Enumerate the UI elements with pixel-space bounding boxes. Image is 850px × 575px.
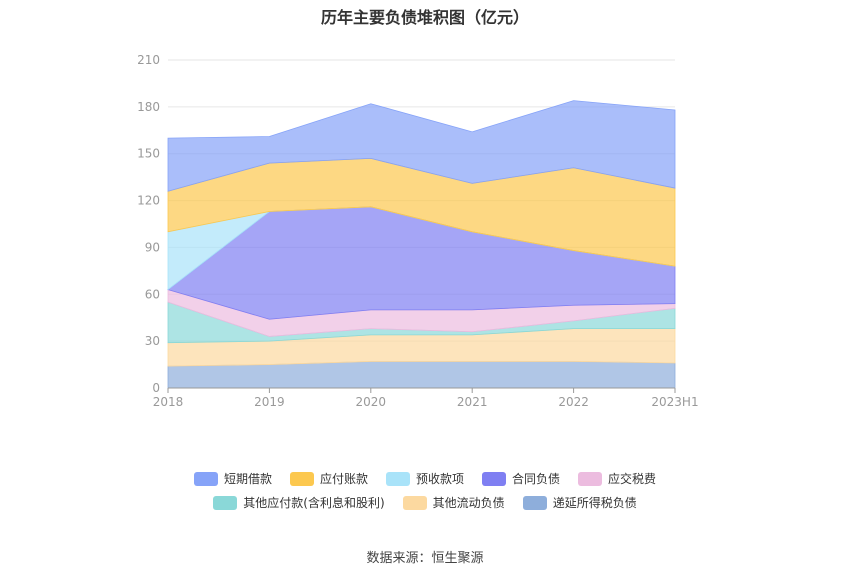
legend-row: 其他应付款(含利息和股利) 其他流动负债 递延所得税负债 xyxy=(0,494,850,511)
legend-swatch xyxy=(578,471,603,486)
y-tick-label: 0 xyxy=(152,381,160,395)
legend-label: 短期借款 xyxy=(223,472,272,486)
legend-item[interactable]: 其他流动负债 xyxy=(402,494,505,511)
y-tick-label: 120 xyxy=(137,194,160,208)
legend-swatch xyxy=(402,495,427,510)
legend-item[interactable]: 应交税费 xyxy=(578,470,656,487)
x-tick-label: 2021 xyxy=(457,395,488,409)
legend-item[interactable]: 递延所得税负债 xyxy=(522,494,637,511)
legend-label: 应付账款 xyxy=(319,472,368,486)
legend-item[interactable]: 应付账款 xyxy=(289,470,368,487)
y-tick-label: 90 xyxy=(145,240,160,254)
data-source: 数据来源：恒生聚源 xyxy=(366,551,484,566)
area-series-0[interactable] xyxy=(167,361,676,389)
x-tick-label: 2019 xyxy=(254,395,285,409)
y-tick-label: 180 xyxy=(137,100,160,114)
legend-item[interactable]: 其他应付款(含利息和股利) xyxy=(213,494,385,511)
legend-label: 其他应付款(含利息和股利) xyxy=(243,496,385,510)
legend-label: 其他流动负债 xyxy=(432,496,505,510)
legend-swatch xyxy=(522,495,547,510)
x-tick-label: 2023H1 xyxy=(651,395,698,409)
legend-swatch xyxy=(385,471,410,486)
legend-label: 递延所得税负债 xyxy=(552,496,637,510)
x-tick-label: 2022 xyxy=(558,395,589,409)
legend-label: 预收款项 xyxy=(415,472,464,486)
chart-title: 历年主要负债堆积图（亿元） xyxy=(320,8,529,27)
legend-row: 短期借款 应付账款 预收款项 合同负债 应交税费 xyxy=(0,470,850,487)
y-tick-label: 60 xyxy=(145,287,160,301)
legend-item[interactable]: 预收款项 xyxy=(385,470,464,487)
area-series xyxy=(167,100,676,389)
y-tick-label: 30 xyxy=(145,334,160,348)
legend-swatch xyxy=(213,495,238,510)
x-tick-label: 2018 xyxy=(153,395,184,409)
legend-label: 应交税费 xyxy=(608,472,657,486)
legend-label: 合同负债 xyxy=(512,472,561,486)
y-tick-label: 210 xyxy=(137,53,160,67)
legend-swatch xyxy=(289,471,314,486)
axes: 0 30 60 90 120 150 180 210 2018 2019 2020 2021 2022 2… xyxy=(137,53,699,409)
area-series-7[interactable] xyxy=(167,100,676,192)
legend-swatch xyxy=(193,471,218,486)
legend-item[interactable]: 合同负债 xyxy=(482,470,560,487)
legend: 短期借款 应付账款 预收款项 合同负债 应交税费 其他应付款(含利息和股利) 其他流动负债… xyxy=(0,470,850,518)
stacked-area-chart: 0 30 60 90 120 150 180 210 2018 2019 2020 2021 2022 2… xyxy=(137,53,699,409)
x-tick-label: 2020 xyxy=(356,395,387,409)
legend-swatch xyxy=(482,471,506,486)
legend-item[interactable]: 短期借款 xyxy=(193,470,272,487)
y-tick-label: 150 xyxy=(137,147,160,161)
